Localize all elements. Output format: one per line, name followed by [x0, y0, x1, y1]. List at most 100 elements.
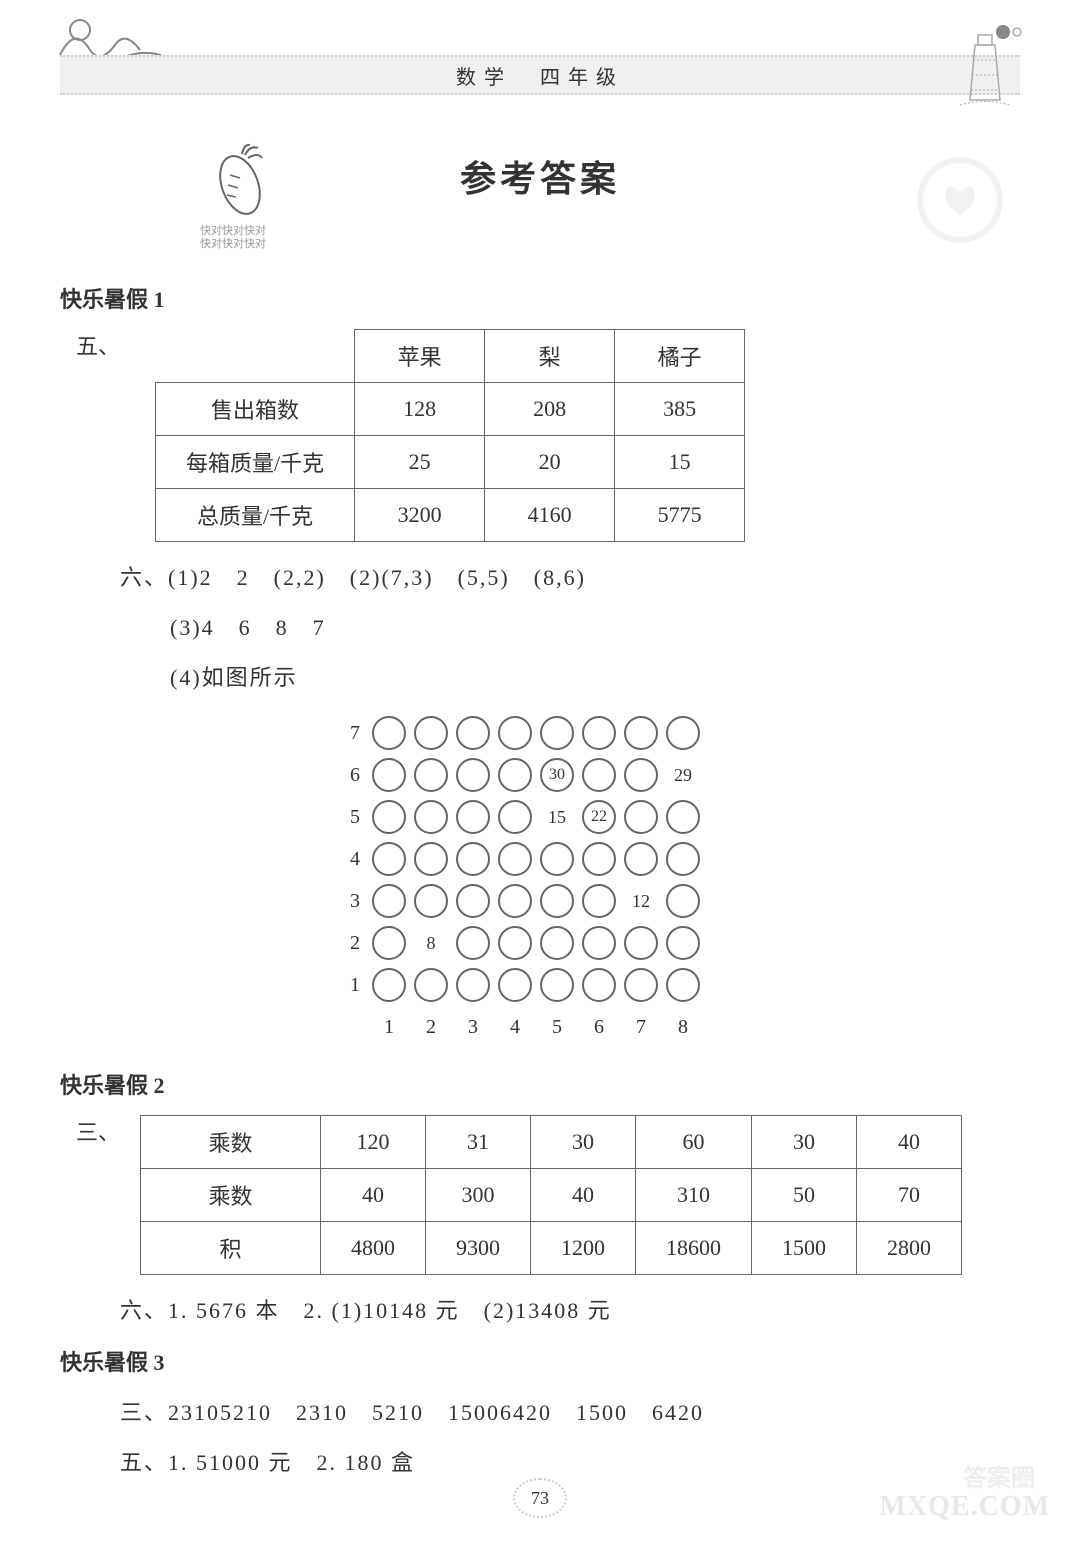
grid-cell	[662, 796, 704, 838]
grid-x-label: 3	[452, 1006, 494, 1048]
table2-cell: 9300	[426, 1222, 531, 1275]
grid-cell	[410, 880, 452, 922]
header-subject: 数学	[456, 61, 512, 90]
table1-cell: 5775	[615, 489, 745, 542]
grid-cell	[410, 712, 452, 754]
table1-cell: 每箱质量/千克	[156, 436, 355, 489]
grid-x-label: 4	[494, 1006, 536, 1048]
table1-cell: 20	[485, 436, 615, 489]
grid-cell	[368, 796, 410, 838]
table2-cell: 4800	[321, 1222, 426, 1275]
grid-cell	[452, 838, 494, 880]
grid-cell	[620, 796, 662, 838]
grid-y-label: 1	[330, 974, 360, 997]
grid-y-label: 2	[330, 932, 360, 955]
lighthouse-decoration	[945, 20, 1025, 110]
grid-cell	[536, 964, 578, 1006]
grid-cell	[578, 838, 620, 880]
grid-cell	[662, 964, 704, 1006]
table2-cell: 2800	[857, 1222, 962, 1275]
grid-cell: 15	[536, 796, 578, 838]
grid-cell	[536, 922, 578, 964]
q6-line2: (3)4 6 8 7	[170, 610, 1020, 642]
grid-y-label: 7	[330, 722, 360, 745]
page-number: 73	[515, 1478, 565, 1518]
table2-cell: 310	[636, 1169, 752, 1222]
q6-line3: (4)如图所示	[170, 660, 1020, 692]
table2-cell: 60	[636, 1116, 752, 1169]
grid-cell	[368, 880, 410, 922]
grid-cell	[662, 838, 704, 880]
carrot-label: 快对快对快对 快对快对快对	[200, 225, 266, 251]
grid-cell	[452, 712, 494, 754]
grid-row: 7	[330, 712, 750, 754]
grid-y-label: 6	[330, 764, 360, 787]
table2-cell: 30	[531, 1116, 636, 1169]
grid-cell: 30	[536, 754, 578, 796]
section3-title: 快乐暑假 3	[60, 1345, 1020, 1377]
grid-cell	[368, 838, 410, 880]
table1-cell: 4160	[485, 489, 615, 542]
content: 快乐暑假 1 五、 苹果梨橘子售出箱数128208385每箱质量/千克25201…	[50, 282, 1030, 1477]
table1-cell: 385	[615, 383, 745, 436]
s2-q3-row: 三、 乘数1203130603040乘数40300403105070积48009…	[60, 1115, 1020, 1275]
table2-cell: 乘数	[141, 1169, 321, 1222]
grid-cell: 22	[578, 796, 620, 838]
header-band: 数学 四年级	[60, 55, 1020, 95]
grid-cell	[494, 880, 536, 922]
grid-cell	[368, 922, 410, 964]
title-section: 快对快对快对 快对快对快对 参考答案	[50, 150, 1030, 202]
grid-y-label: 4	[330, 848, 360, 871]
s2-q3-label: 三、	[60, 1115, 140, 1147]
table2-cell: 40	[857, 1116, 962, 1169]
table1-cell: 15	[615, 436, 745, 489]
carrot-icon	[210, 140, 270, 220]
grid-cell	[620, 922, 662, 964]
grid-cell	[620, 754, 662, 796]
page-number-text: 73	[531, 1488, 549, 1509]
table2-cell: 30	[752, 1116, 857, 1169]
table2-cell: 1200	[531, 1222, 636, 1275]
table2-cell: 120	[321, 1116, 426, 1169]
s2-q6-line: 六、1. 5676 本 2. (1)10148 元 (2)13408 元	[120, 1293, 1020, 1325]
grid-cell	[452, 922, 494, 964]
grid-cell	[662, 922, 704, 964]
table1-cell: 208	[485, 383, 615, 436]
table1-header-cell: 梨	[485, 330, 615, 383]
table1-cell: 售出箱数	[156, 383, 355, 436]
section2-title: 快乐暑假 2	[60, 1068, 1020, 1100]
section1-title: 快乐暑假 1	[60, 282, 1020, 314]
grid-cell	[536, 712, 578, 754]
grid-x-label: 1	[368, 1006, 410, 1048]
grid-cell	[410, 796, 452, 838]
grid-cell	[452, 754, 494, 796]
grid-row: 4	[330, 838, 750, 880]
grid-row: 51522	[330, 796, 750, 838]
grid-cell	[368, 754, 410, 796]
grid-cell: 12	[620, 880, 662, 922]
q6-line1: 六、(1)2 2 (2,2) (2)(7,3) (5,5) (8,6)	[120, 560, 1020, 592]
grid-cell	[452, 796, 494, 838]
grid-cell	[494, 838, 536, 880]
grid-cell	[578, 880, 620, 922]
grid-cell	[536, 880, 578, 922]
grid-cell	[662, 880, 704, 922]
grid-cell	[578, 964, 620, 1006]
table2: 乘数1203130603040乘数40300403105070积48009300…	[140, 1115, 962, 1275]
table2-cell: 乘数	[141, 1116, 321, 1169]
grid-cell	[494, 796, 536, 838]
table1-header-cell	[156, 330, 355, 383]
grid-cell: 8	[410, 922, 452, 964]
grid-diagram: 76302951522431228112345678	[330, 712, 750, 1048]
grid-cell	[368, 964, 410, 1006]
grid-cell	[452, 880, 494, 922]
grid-x-label: 2	[410, 1006, 452, 1048]
table2-cell: 31	[426, 1116, 531, 1169]
grid-row: 28	[330, 922, 750, 964]
grid-cell	[494, 754, 536, 796]
header-grade: 四年级	[540, 61, 624, 90]
s3-q3-line: 三、23105210 2310 5210 15006420 1500 6420	[120, 1395, 1020, 1427]
table2-cell: 50	[752, 1169, 857, 1222]
grid-x-label: 6	[578, 1006, 620, 1048]
grid-x-label: 8	[662, 1006, 704, 1048]
